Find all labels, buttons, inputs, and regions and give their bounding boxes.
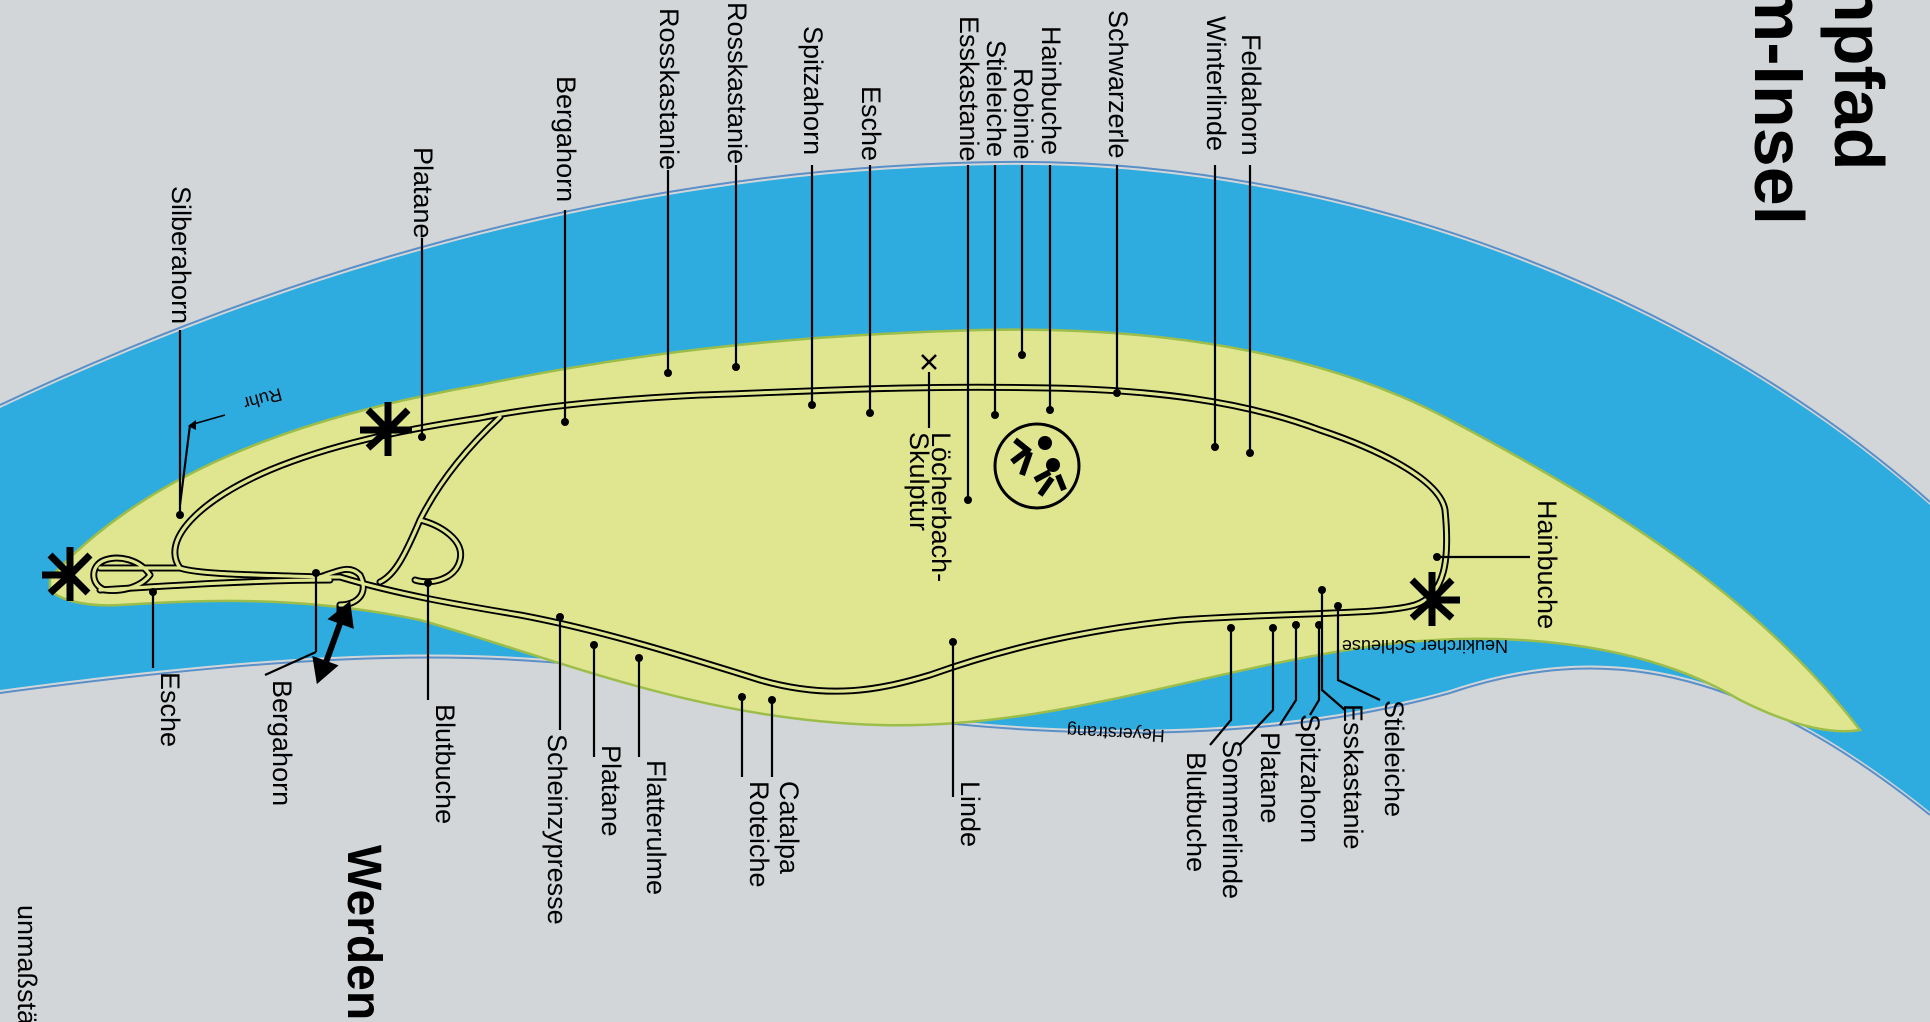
tree-label-spitzahorn-bottom: Spitzahorn [1295,714,1325,843]
tree-label-esskastanie-bottom: Esskastanie [1338,704,1368,850]
tree-label-flatterulme: Flatterulme [641,760,671,895]
tree-label-stieleiche-top: Stieleiche [981,40,1011,157]
tree-label-sommerlinde: Sommerlinde [1217,740,1247,899]
windmill-icon [360,402,412,456]
tree-label-silberahorn: Silberahorn [166,186,196,324]
lock-label: Neukircher Schleuse [1342,636,1508,656]
tree-label-bergahorn-top: Bergahorn [551,76,581,202]
tree-label-stieleiche-bottom: Stieleiche [1379,700,1409,817]
tree-label-feldahorn: Feldahorn [1236,34,1266,156]
tree-label-esskastanie-top: Esskastanie [954,16,984,162]
tree-leaders-bottom [149,569,1381,797]
windmill-icon [1409,572,1460,626]
tree-label-winterlinde: Winterlinde [1201,16,1231,151]
river-arrow-head [188,420,196,430]
tree-label-bergahorn-bottom: Bergahorn [267,680,297,806]
tree-label-linde: Linde [955,781,985,847]
sculpture-label-line2: Skulptur [904,432,934,531]
tree-dot-hainbuche-right [1433,553,1441,561]
tree-leaders-top [176,165,1254,519]
tree-label-platane-bottom-2: Platane [1255,732,1285,824]
tree-label-platane-bottom-1: Platane [596,745,626,837]
tree-label-blutbuche-1: Blutbuche [430,704,460,824]
playground-icon [993,422,1081,510]
sculpture-marker-icon [921,354,937,428]
tree-label-spitzahorn-top: Spitzahorn [798,26,828,155]
tree-label-blutbuche-2: Blutbuche [1181,752,1211,872]
island [48,328,1863,733]
title-line1: npfad [1820,0,1898,171]
tree-label-roteiche: Roteiche [744,781,774,888]
tree-label-hainbuche-right: Hainbuche [1532,500,1562,629]
sculpture-label-line1: Löcherbach- [926,432,956,582]
river-bank-south [0,656,1930,816]
river-bank-north [0,160,1930,503]
tree-label-schwarzerle: Schwarzerle [1103,10,1133,159]
tree-label-esche-top: Esche [856,86,886,161]
tree-label-platane-top: Platane [408,147,438,239]
tree-label-scheinzypresse: Scheinzypresse [542,734,572,925]
title-line2: m-Insel [1740,0,1818,225]
tree-label-esche-bottom: Esche [155,672,185,747]
tree-label-rosskastanie-2: Rosskastanie [722,2,752,164]
town-label: Werden [337,845,390,1020]
tree-label-catalpa: Catalpa [774,781,804,875]
tree-label-hainbuche-top: Hainbuche [1036,26,1066,155]
tree-label-rosskastanie-1: Rosskastanie [654,8,684,170]
windmill-icon [42,547,93,601]
bridge-arrow-icon [312,600,354,685]
scale-note: unmaßstäbli [12,905,42,1022]
island-paths-inner [92,385,1449,693]
tree-label-robinie: Robinie [1008,68,1038,160]
